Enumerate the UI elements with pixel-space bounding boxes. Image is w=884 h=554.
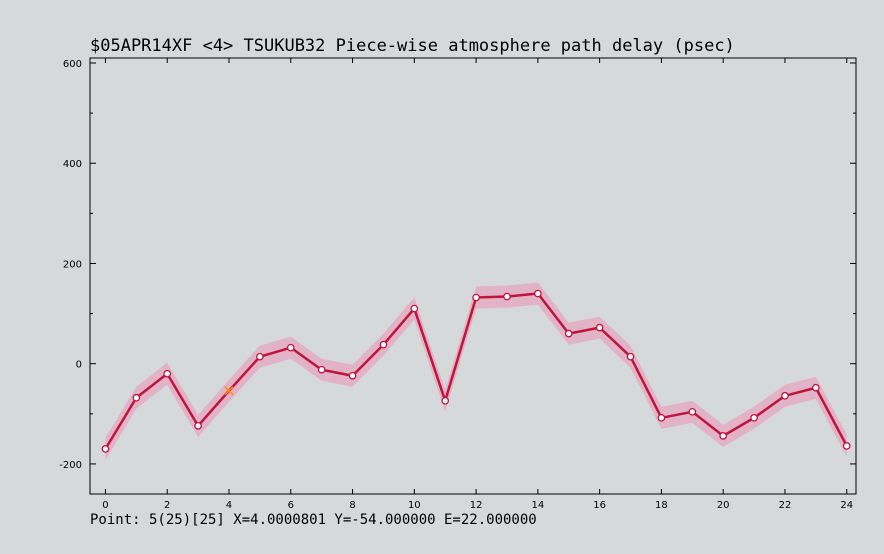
data-point[interactable] (286, 343, 295, 352)
data-point[interactable] (132, 393, 141, 402)
plot-frame (89, 57, 857, 495)
data-point[interactable] (410, 304, 419, 313)
x-tick-label: 20 (717, 500, 730, 511)
data-point[interactable] (379, 340, 388, 349)
x-tick-label: 6 (288, 500, 294, 511)
x-tick-label: 16 (593, 500, 606, 511)
data-point[interactable] (657, 413, 666, 422)
x-tick-label: 2 (164, 500, 170, 511)
data-point[interactable] (101, 445, 110, 453)
error-band-area (105, 282, 847, 460)
chart-title: $05APR14XF <4> TSUKUB32 Piece-wise atmos… (90, 36, 735, 56)
data-point[interactable] (472, 293, 480, 302)
status-readout: Point: 5(25)[25] X=4.0000801 Y=-54.00000… (90, 512, 537, 528)
y-tick-label: 400 (63, 159, 82, 170)
data-point[interactable] (348, 371, 357, 380)
data-point[interactable] (503, 292, 511, 301)
data-point[interactable] (781, 391, 789, 400)
data-point[interactable] (534, 289, 542, 298)
data-point[interactable] (317, 365, 326, 374)
y-tick-label: 0 (76, 360, 82, 371)
data-point[interactable] (811, 383, 820, 392)
x-tick-label: 12 (470, 500, 483, 511)
x-tick-label: 22 (779, 500, 792, 511)
data-point[interactable] (842, 442, 851, 450)
x-tick-label: 8 (349, 500, 355, 511)
data-points (101, 289, 851, 453)
data-point[interactable] (163, 369, 172, 378)
x-tick-label: 10 (408, 500, 421, 511)
data-point[interactable] (626, 352, 635, 361)
x-tick-label: 18 (655, 500, 668, 511)
data-point[interactable] (750, 413, 758, 422)
x-tick-label: 14 (531, 500, 544, 511)
data-point[interactable] (194, 421, 202, 430)
x-tick-label: 4 (226, 500, 232, 511)
data-point[interactable] (688, 407, 697, 416)
y-tick-label: 600 (63, 59, 82, 70)
data-point[interactable] (564, 329, 573, 338)
data-point[interactable] (256, 352, 264, 361)
data-point[interactable] (719, 432, 728, 440)
error-band (105, 282, 847, 460)
y-tick-label: -200 (59, 460, 82, 471)
x-tick-label: 24 (840, 500, 853, 511)
data-point[interactable] (441, 396, 450, 405)
x-tick-label: 0 (102, 500, 108, 511)
y-tick-label: 200 (63, 259, 82, 270)
data-point[interactable] (595, 323, 604, 332)
selected-data-point-cross[interactable] (224, 386, 234, 396)
